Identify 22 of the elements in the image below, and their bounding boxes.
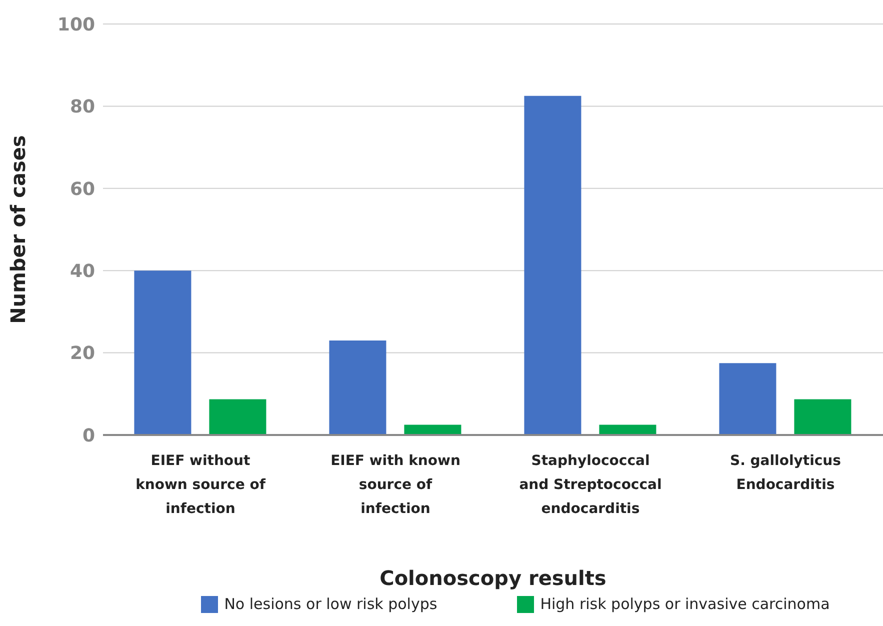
y-tick-label: 0: [82, 425, 95, 446]
x-tick-label: S. gallolyticus Endocarditis: [730, 453, 841, 493]
x-tick-label: EIEF with known source of infection: [330, 453, 460, 517]
x-tick-label: EIEF without known source of infection: [136, 453, 266, 517]
x-tick-label: Staphylococcal and Streptococcal endocarditis: [519, 453, 662, 517]
bar: [719, 363, 776, 435]
x-axis-title: Colonoscopy results: [380, 566, 606, 590]
y-tick-label: 60: [70, 178, 95, 200]
bar: [404, 424, 462, 435]
bar: [209, 399, 266, 435]
bar: [524, 96, 582, 435]
legend-label: No lesions or low risk polyps: [223, 595, 438, 613]
bar: [599, 424, 656, 435]
bar: [329, 340, 386, 435]
y-axis-title: Number of cases: [6, 135, 30, 324]
bar: [134, 270, 192, 435]
legend-label: High risk polyps or invasive carcinoma: [539, 595, 830, 613]
y-tick-label: 40: [70, 260, 95, 282]
y-tick-label: 20: [70, 343, 95, 364]
y-tick-label: 80: [70, 96, 95, 118]
y-tick-label: 100: [57, 14, 95, 36]
bar: [794, 399, 852, 435]
